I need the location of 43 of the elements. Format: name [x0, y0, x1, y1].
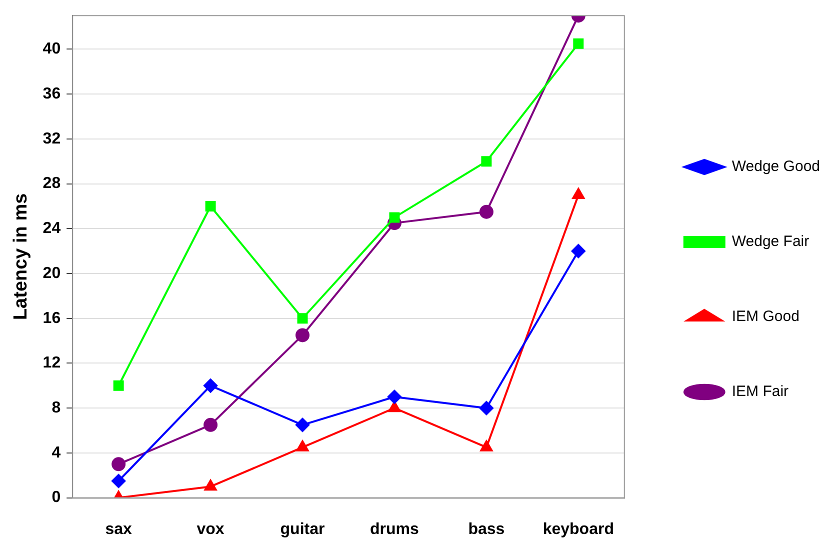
y-axis-title: Latency in ms: [10, 193, 32, 320]
y-tick-label: 0: [52, 489, 61, 506]
point: [389, 212, 400, 223]
legend-label: Wedge Fair: [732, 233, 810, 250]
point: [480, 440, 493, 452]
point: [204, 480, 217, 491]
point: [573, 38, 584, 49]
x-tick-label: bass: [468, 520, 505, 538]
x-tick-label: drums: [370, 520, 420, 538]
y-tick-label: 8: [52, 399, 61, 416]
point: [296, 440, 309, 452]
y-tick-label: 20: [42, 264, 61, 282]
y-tick-label: 40: [42, 40, 61, 58]
point: [479, 401, 494, 416]
point: [481, 156, 492, 167]
point: [204, 378, 218, 393]
y-tick-label: 32: [42, 130, 61, 148]
legend-label: IEM Fair: [732, 383, 789, 400]
x-tick-label: sax: [105, 520, 132, 538]
y-tick-label: 24: [42, 220, 61, 238]
point: [296, 418, 310, 432]
y-tick-label: 28: [42, 175, 61, 192]
legend-label: Wedge Good: [732, 158, 820, 176]
y-tick-label: 36: [42, 86, 61, 103]
point: [296, 328, 310, 342]
point: [205, 200, 216, 212]
point: [112, 457, 126, 472]
point: [572, 188, 585, 200]
point: [112, 474, 126, 488]
y-tick-label: 16: [42, 310, 61, 327]
point: [387, 390, 402, 404]
point: [571, 244, 586, 258]
y-tick-label: 12: [42, 354, 61, 372]
point: [388, 401, 401, 412]
point: [204, 418, 218, 432]
y-tick-label: 4: [52, 444, 61, 462]
point: [113, 380, 124, 391]
x-tick-label: vox: [196, 520, 224, 538]
point: [297, 313, 308, 324]
x-tick-label: guitar: [280, 520, 325, 538]
legend-label: IEM Good: [732, 308, 800, 326]
x-tick-label: keyboard: [542, 520, 614, 538]
point: [479, 204, 494, 219]
